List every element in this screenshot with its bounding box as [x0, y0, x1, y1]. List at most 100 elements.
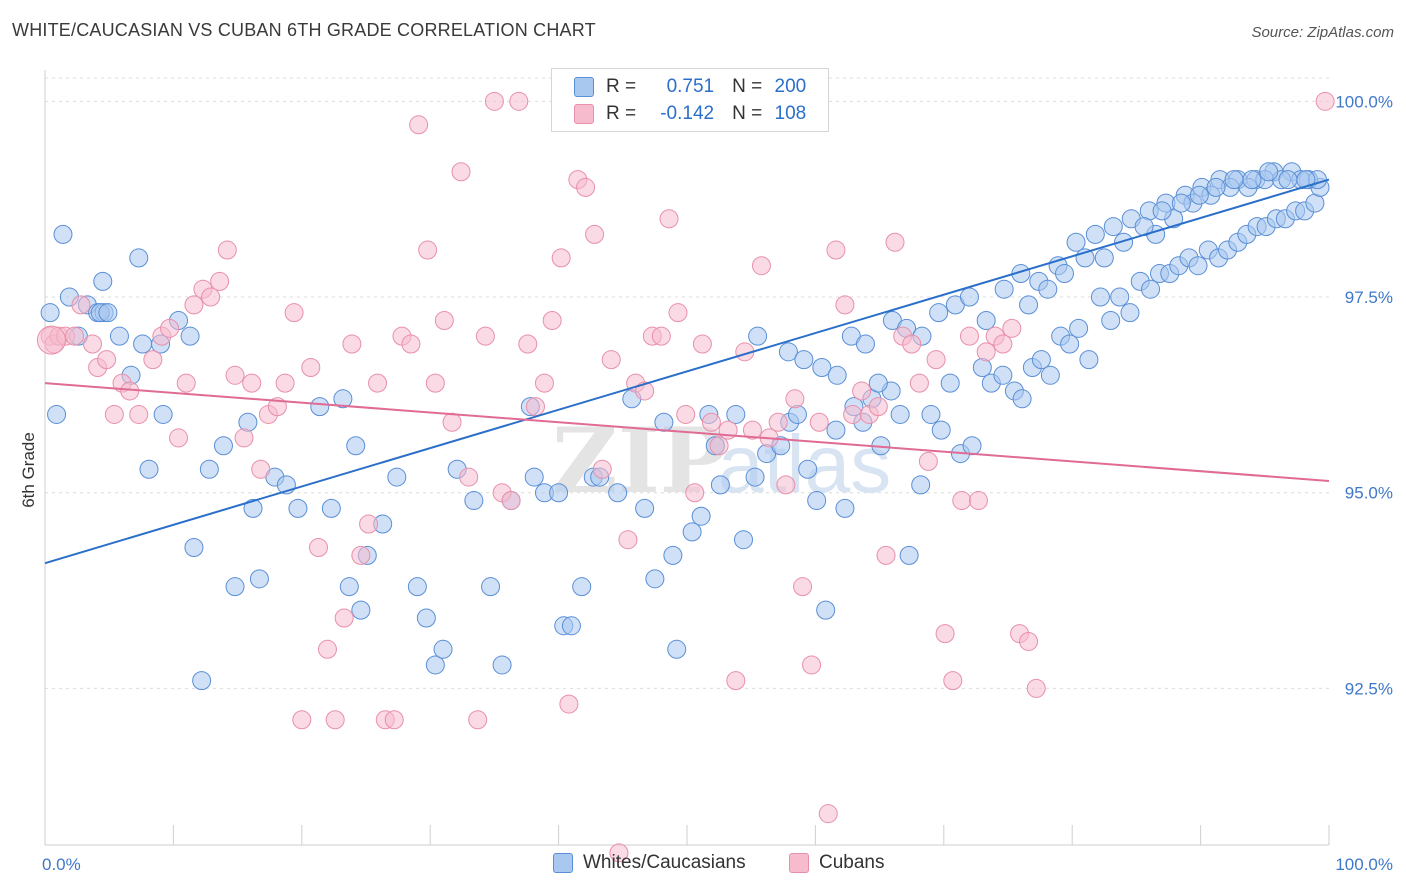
white-point-9 — [93, 271, 113, 291]
cuban-point-63 — [559, 694, 579, 714]
white-point-101 — [1031, 350, 1051, 370]
cuban-point-30 — [284, 303, 304, 323]
cuban-trend-line — [44, 382, 1330, 482]
chart-title: WHITE/CAUCASIAN VS CUBAN 6TH GRADE CORRE… — [12, 20, 596, 40]
cuban-point-18 — [184, 295, 204, 315]
white-point-99 — [1012, 389, 1032, 409]
white-point-55 — [572, 577, 592, 597]
white-point-152 — [1103, 217, 1123, 237]
white-point-17 — [153, 404, 173, 424]
cuban-point-59 — [525, 397, 545, 417]
white-point-50 — [524, 467, 544, 487]
white-point-27 — [249, 569, 269, 589]
cuban-point-92 — [802, 655, 822, 675]
cuban-point-40 — [368, 373, 388, 393]
cubans-swatch — [574, 104, 594, 124]
cuban-point-48 — [434, 311, 454, 331]
white-point-21 — [192, 671, 212, 691]
white-point-10 — [98, 303, 118, 323]
cuban-point-93 — [809, 412, 829, 432]
whites-swatch — [574, 77, 594, 97]
cuban-point-88 — [768, 412, 788, 432]
x-tick-label-1: 100.0% — [1335, 855, 1393, 874]
white-point-110 — [1120, 303, 1140, 323]
cuban-point-102 — [885, 232, 905, 252]
cuban-point-4 — [65, 326, 85, 346]
white-point-185 — [1224, 170, 1244, 190]
white-point-31 — [310, 397, 330, 417]
cuban-point-52 — [468, 710, 488, 730]
white-point-69 — [710, 475, 730, 495]
cuban-point-106 — [918, 451, 938, 471]
white-point-108 — [1101, 311, 1121, 331]
white-point-23 — [213, 436, 233, 456]
cuban-point-21 — [210, 271, 230, 291]
white-point-46 — [481, 577, 501, 597]
cuban-point-17 — [176, 373, 196, 393]
cuban-point-75 — [659, 209, 679, 229]
cuban-point-81 — [709, 436, 729, 456]
cuban-point-60 — [534, 373, 554, 393]
cuban-point-29 — [275, 373, 295, 393]
y-tick-label-2: 97.5% — [1345, 288, 1393, 307]
white-point-79 — [816, 600, 836, 620]
cuban-point-89 — [776, 475, 796, 495]
cuban-point-120 — [1315, 91, 1335, 111]
cuban-point-80 — [701, 412, 721, 432]
white-point-2 — [53, 224, 73, 244]
cuban-point-62 — [551, 248, 571, 268]
cuban-point-50 — [451, 162, 471, 182]
white-point-32 — [321, 498, 341, 518]
cuban-point-86 — [751, 256, 771, 276]
series-legend-cubans[interactable]: Cubans — [789, 852, 885, 874]
white-point-133 — [794, 350, 814, 370]
cuban-point-85 — [742, 420, 762, 440]
cuban-point-56 — [501, 491, 521, 511]
white-point-71 — [733, 530, 753, 550]
cuban-point-34 — [317, 639, 337, 659]
series-legend-whites[interactable]: Whites/Caucasians — [553, 852, 746, 874]
cuban-point-53 — [475, 326, 495, 346]
cuban-point-20 — [201, 287, 221, 307]
cuban-point-98 — [852, 381, 872, 401]
white-point-77 — [798, 459, 818, 479]
cuban-point-94 — [818, 804, 838, 824]
white-point-26 — [243, 498, 263, 518]
white-point-97 — [993, 365, 1013, 385]
white-point-109 — [1110, 287, 1130, 307]
white-point-182 — [1171, 193, 1191, 213]
source-label: Source: ZipAtlas.com — [1251, 24, 1394, 41]
white-point-189 — [1296, 170, 1316, 190]
whites-legend-swatch — [553, 853, 573, 873]
cuban-point-25 — [242, 373, 262, 393]
cuban-point-113 — [976, 342, 996, 362]
white-point-20 — [184, 538, 204, 558]
cuban-point-45 — [409, 115, 429, 135]
white-point-112 — [1141, 279, 1161, 299]
white-point-13 — [133, 334, 153, 354]
white-point-175 — [1038, 279, 1058, 299]
cuban-point-79 — [692, 334, 712, 354]
cuban-point-67 — [592, 459, 612, 479]
white-point-66 — [691, 506, 711, 526]
white-point-42 — [425, 655, 445, 675]
cuban-point-100 — [868, 397, 888, 417]
white-point-150 — [1066, 232, 1086, 252]
cuban-point-23 — [225, 365, 245, 385]
cuban-point-76 — [668, 303, 688, 323]
y-axis-label: 6th Grade — [19, 432, 38, 508]
cuban-point-96 — [835, 295, 855, 315]
white-point-142 — [929, 303, 949, 323]
white-point-137 — [855, 334, 875, 354]
white-point-63 — [663, 545, 683, 565]
white-point-72 — [745, 467, 765, 487]
cuban-point-42 — [384, 710, 404, 730]
cuban-point-22 — [217, 240, 237, 260]
series-legend: Whites/Caucasians Cubans — [0, 852, 1406, 878]
cuban-point-69 — [609, 843, 629, 863]
white-point-174 — [1019, 295, 1039, 315]
cuban-point-47 — [425, 373, 445, 393]
cuban-point-58 — [518, 334, 538, 354]
white-point-134 — [812, 357, 832, 377]
white-point-95 — [972, 357, 992, 377]
